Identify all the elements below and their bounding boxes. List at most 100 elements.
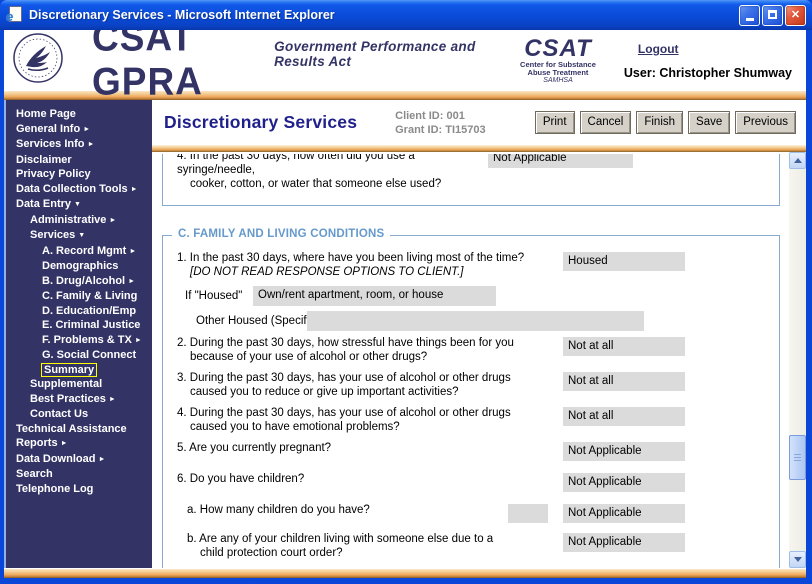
finish-button[interactable]: Finish: [636, 111, 684, 134]
question-c3-answer-field[interactable]: Not at all: [563, 372, 685, 391]
sidebar-item-home-page[interactable]: Home Page: [16, 108, 76, 120]
csat-logo-line1: Center for Substance: [520, 60, 596, 70]
chevron-right-icon: ►: [98, 455, 106, 463]
sidebar-item-general-info[interactable]: General Info ►: [16, 122, 91, 135]
question-c1-answer-field[interactable]: Housed: [563, 252, 685, 271]
chevron-right-icon: ►: [87, 141, 95, 148]
other-housed-row: Other Housed (Specify): [177, 311, 779, 331]
main-panel: Discretionary Services Client ID: 001 Gr…: [152, 100, 806, 568]
if-housed-field[interactable]: Own/rent apartment, room, or house: [253, 286, 496, 306]
sidebar-item-d-education-emp[interactable]: D. Education/Emp: [42, 304, 137, 317]
question-c6a-row: a. How many children do you have? Not Ap…: [177, 503, 779, 523]
sidebar-item-services-info[interactable]: Services Info ►: [16, 138, 95, 150]
section-b-fieldset: 4. In the past 30 days, how often did yo…: [162, 154, 780, 206]
sidebar-item-summary[interactable]: Summary: [40, 362, 98, 377]
sidebar-nav: Home Page General Info ► Services Info ► Disc…: [4, 100, 152, 568]
if-housed-label: If "Housed": [185, 290, 243, 302]
record-ids: Client ID: 001 Grant ID: TI15703: [395, 109, 535, 137]
minimize-button[interactable]: [739, 4, 760, 26]
chevron-right-icon: ►: [134, 336, 142, 344]
user-name: User: Christopher Shumway: [623, 66, 792, 80]
sidebar-item-privacy-policy[interactable]: Privacy Policy: [16, 168, 91, 180]
chevron-right-icon: ►: [108, 395, 116, 403]
csat-logo-title: CSAT: [524, 34, 592, 62]
question-b4-row: 4. In the past 30 days, how often did yo…: [177, 154, 779, 191]
sidebar-item-data-entry[interactable]: Data Entry ▼: [16, 198, 81, 210]
other-housed-field[interactable]: [307, 311, 644, 331]
header-divider-band: [4, 90, 806, 100]
question-c5-answer-field[interactable]: Not Applicable: [563, 442, 685, 461]
logout-link[interactable]: Logout: [637, 42, 679, 56]
question-c6b-answer-field[interactable]: Not Applicable: [563, 533, 685, 552]
window-title: Discretionary Services - Microsoft Inter…: [29, 8, 335, 22]
question-c2-answer-field[interactable]: Not at all: [563, 337, 685, 356]
sidebar-item-c-family-living[interactable]: C. Family & Living: [42, 290, 138, 302]
sidebar-item-e-criminal-justice[interactable]: E. Criminal Justice: [42, 319, 141, 331]
footer-band: [4, 568, 806, 578]
scroll-up-button[interactable]: [789, 152, 806, 169]
sidebar-item-data-collection-tools[interactable]: Data Collection Tools ►: [16, 182, 138, 195]
user-area: Logout User: Christopher Shumway: [624, 40, 806, 80]
question-b4-text: 4. In the past 30 days, how often did yo…: [177, 154, 442, 190]
question-c4-text: 4. During the past 30 days, has your use…: [177, 407, 511, 433]
sidebar-item-disclaimer[interactable]: Disclaimer: [16, 153, 72, 166]
sidebar-item-administrative[interactable]: Administrative ►: [30, 213, 117, 226]
question-c1-text: 1. In the past 30 days, where have you b…: [177, 252, 525, 278]
question-c1-row: 1. In the past 30 days, where have you b…: [177, 251, 779, 279]
close-button[interactable]: ✕: [785, 4, 806, 26]
print-button[interactable]: Print: [534, 111, 575, 134]
question-c5-text: 5. Are you currently pregnant?: [177, 442, 332, 454]
sidebar-item-technical-assistance[interactable]: Technical Assistance: [16, 422, 127, 435]
sidebar-item-reports[interactable]: Reports ►: [16, 437, 68, 449]
hhs-logo: [12, 32, 64, 89]
sidebar-item-data-download[interactable]: Data Download ►: [16, 452, 106, 465]
sidebar-item-demographics[interactable]: Demographics: [42, 260, 119, 272]
csat-logo: CSAT Center for Substance Abuse Treatmen…: [520, 36, 596, 84]
question-c6a-number-field[interactable]: [508, 504, 548, 523]
cancel-button[interactable]: Cancel: [579, 111, 632, 134]
previous-button[interactable]: Previous: [735, 111, 796, 134]
csat-logo-line2: Abuse Treatment: [527, 67, 589, 77]
question-c6c-text: c. How many of your children are living …: [187, 567, 557, 568]
question-c3-row: 3. During the past 30 days, has your use…: [177, 371, 779, 399]
page: CSAT GPRA Government Performance and Res…: [4, 30, 806, 578]
brand-tagline: Government Performance and Results Act: [274, 39, 476, 69]
brand-title: CSAT GPRA: [92, 30, 203, 104]
vertical-scrollbar[interactable]: [789, 152, 806, 568]
save-button[interactable]: Save: [688, 111, 731, 134]
sidebar-item-services[interactable]: Services ▼: [30, 229, 86, 241]
sidebar-item-b-drug-alcohol[interactable]: B. Drug/Alcohol ►: [42, 274, 136, 287]
sidebar-item-best-practices[interactable]: Best Practices ►: [30, 392, 116, 405]
sidebar-item-contact-us[interactable]: Contact Us: [30, 408, 89, 420]
question-c6-answer-field[interactable]: Not Applicable: [563, 473, 685, 492]
sidebar-item-search[interactable]: Search: [16, 468, 53, 480]
form-content: 4. In the past 30 days, how often did yo…: [152, 152, 789, 568]
question-c3-text: 3. During the past 30 days, has your use…: [177, 372, 511, 398]
question-b4-answer-field[interactable]: Not Applicable: [488, 154, 633, 168]
question-c4-answer-field[interactable]: Not at all: [563, 407, 685, 426]
question-c6b-text: b. Are any of your children living with …: [187, 533, 494, 559]
section-c-legend: C. FAMILY AND LIVING CONDITIONS: [172, 228, 391, 240]
internet-explorer-icon: e: [6, 6, 24, 24]
grant-id: Grant ID: TI15703: [395, 123, 486, 136]
section-c-fieldset: C. FAMILY AND LIVING CONDITIONS 1. In th…: [162, 228, 780, 568]
maximize-button[interactable]: [762, 4, 783, 26]
question-c6c-row: c. How many of your children are living …: [177, 567, 779, 568]
scroll-down-button[interactable]: [789, 551, 806, 568]
chevron-right-icon: ►: [60, 440, 68, 447]
csat-logo-line3: SAMHSA: [543, 76, 573, 84]
question-c6a-answer-field[interactable]: Not Applicable: [563, 504, 685, 523]
sidebar-item-a-record-mgmt[interactable]: A. Record Mgmt ►: [42, 244, 137, 257]
scrollbar-thumb[interactable]: [789, 435, 806, 480]
question-c6-text: 6. Do you have children?: [177, 473, 305, 485]
sidebar-item-g-social-connect[interactable]: G. Social Connect: [42, 349, 137, 361]
sidebar-item-supplemental[interactable]: Supplemental: [30, 378, 103, 390]
question-c5-row: 5. Are you currently pregnant? Not Appli…: [177, 441, 779, 461]
sidebar-item-f-problems-tx[interactable]: F. Problems & TX ►: [42, 333, 142, 346]
title-bar[interactable]: e Discretionary Services - Microsoft Int…: [0, 0, 812, 30]
content-divider-band: [152, 145, 806, 152]
chevron-right-icon: ►: [83, 125, 91, 133]
sidebar-item-telephone-log[interactable]: Telephone Log: [16, 482, 94, 495]
question-c2-text: 2. During the past 30 days, how stressfu…: [177, 337, 514, 363]
